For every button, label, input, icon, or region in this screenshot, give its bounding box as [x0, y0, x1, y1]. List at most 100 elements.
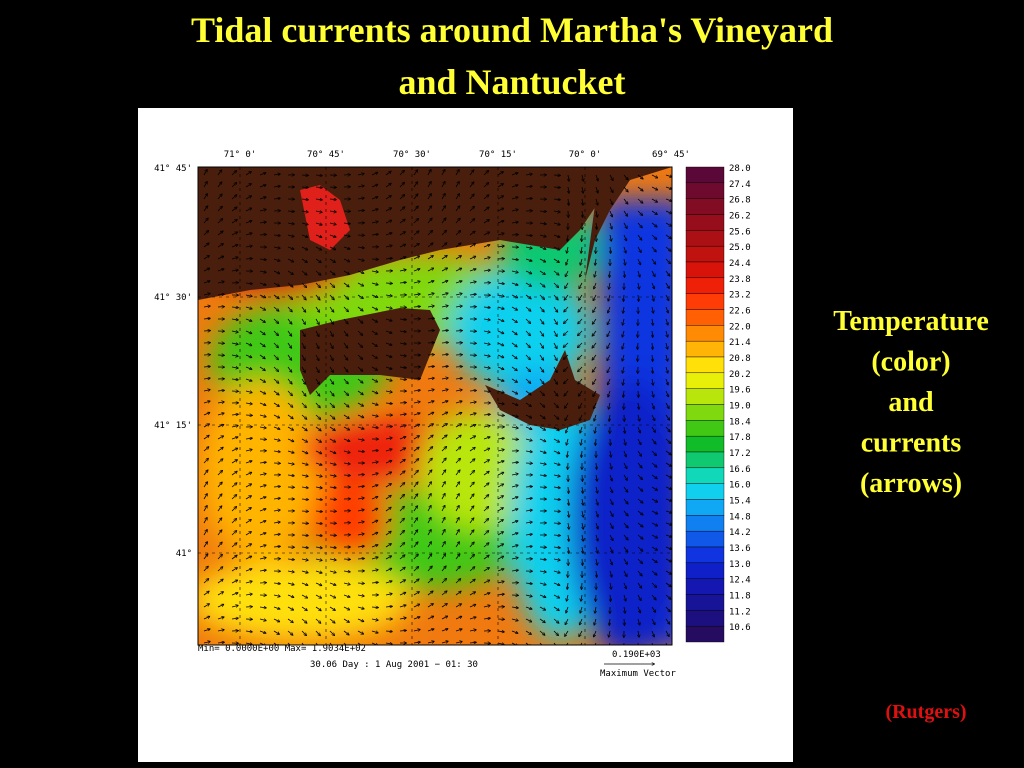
current-arrow — [594, 270, 596, 277]
colorbar-swatch — [685, 309, 725, 326]
current-arrow — [497, 307, 504, 309]
current-arrow — [525, 522, 532, 523]
latitude-label: 41° 30' — [154, 293, 192, 303]
current-arrow — [553, 438, 559, 442]
current-arrow — [385, 391, 392, 392]
current-arrow — [287, 390, 292, 395]
current-arrow — [596, 186, 598, 193]
current-arrow — [455, 182, 459, 188]
side-caption: and — [888, 387, 934, 418]
current-arrow — [596, 486, 598, 493]
current-arrow — [231, 448, 237, 452]
current-arrow — [564, 330, 569, 335]
colorbar-label: 13.0 — [729, 560, 751, 570]
current-arrow — [371, 473, 378, 475]
current-arrow — [511, 390, 517, 394]
current-arrow — [469, 244, 475, 248]
current-arrow — [539, 559, 546, 560]
current-arrow — [455, 281, 462, 284]
current-arrow — [441, 470, 445, 476]
current-arrow — [497, 184, 503, 188]
current-arrow — [217, 459, 223, 464]
current-arrow — [483, 307, 490, 308]
current-arrow — [609, 186, 613, 192]
current-arrow — [469, 494, 474, 500]
current-arrow — [385, 233, 392, 236]
current-arrow — [357, 318, 363, 323]
current-arrow — [553, 426, 559, 430]
current-arrow — [343, 342, 348, 348]
current-arrow — [273, 439, 280, 441]
colorbar-swatch — [685, 388, 725, 405]
current-arrow — [651, 186, 657, 190]
current-arrow — [427, 435, 433, 440]
current-arrow — [399, 448, 405, 452]
current-arrow — [638, 270, 640, 277]
current-arrow — [455, 306, 462, 307]
current-arrow — [315, 270, 321, 275]
current-arrow — [483, 270, 490, 271]
current-arrow — [651, 198, 657, 202]
side-caption: currents — [861, 428, 962, 459]
vector-value: 0.190E+03 — [612, 650, 661, 660]
current-arrow — [301, 342, 305, 348]
current-arrow — [596, 462, 597, 469]
current-arrow — [259, 222, 266, 223]
colorbar-label: 17.2 — [729, 449, 751, 459]
land — [585, 167, 672, 280]
current-arrow — [553, 475, 560, 476]
current-arrow — [399, 195, 404, 200]
current-arrow — [245, 569, 252, 572]
current-arrow — [413, 471, 418, 476]
current-arrow — [301, 258, 307, 262]
current-arrow — [217, 244, 223, 248]
current-arrow — [231, 245, 238, 248]
current-arrow — [315, 475, 322, 476]
current-arrow — [399, 171, 404, 176]
current-arrow — [665, 198, 672, 201]
current-arrow — [357, 427, 364, 429]
title: and Nantucket — [398, 62, 625, 102]
current-arrow — [427, 182, 431, 188]
current-arrow — [245, 520, 251, 524]
current-arrow — [413, 281, 420, 283]
current-arrow — [637, 222, 642, 228]
current-arrow — [315, 487, 322, 488]
current-arrow — [455, 378, 462, 379]
current-arrow — [637, 498, 643, 503]
current-arrow — [455, 459, 460, 464]
current-arrow — [329, 426, 335, 430]
current-arrow — [455, 530, 459, 536]
current-arrow — [413, 518, 417, 524]
current-arrow — [315, 523, 322, 524]
colorbar-swatch — [685, 356, 725, 374]
current-arrow — [287, 354, 291, 360]
current-arrow — [665, 282, 669, 288]
current-arrow — [497, 283, 504, 284]
current-arrow — [245, 283, 252, 284]
current-arrow — [357, 174, 364, 175]
current-arrow — [287, 366, 292, 372]
longitude-label: 70° 45' — [307, 150, 345, 160]
current-arrow — [469, 448, 475, 452]
current-arrow — [455, 447, 461, 452]
current-arrow — [623, 210, 627, 216]
current-arrow — [231, 426, 238, 427]
colorbar-swatch — [685, 467, 725, 484]
current-arrow — [579, 402, 583, 408]
current-arrow — [469, 506, 474, 512]
current-arrow — [525, 439, 532, 441]
current-arrow — [315, 223, 322, 225]
current-arrow — [651, 234, 656, 239]
current-arrow — [357, 306, 363, 311]
colorbar-swatch — [685, 562, 725, 579]
current-arrow — [203, 447, 208, 452]
current-arrow — [624, 270, 625, 277]
current-arrow — [469, 459, 475, 464]
current-arrow — [511, 342, 517, 347]
current-arrow — [469, 425, 476, 428]
current-arrow — [315, 402, 320, 408]
current-arrow — [329, 318, 333, 324]
current-arrow — [203, 401, 210, 403]
current-arrow — [315, 535, 322, 536]
